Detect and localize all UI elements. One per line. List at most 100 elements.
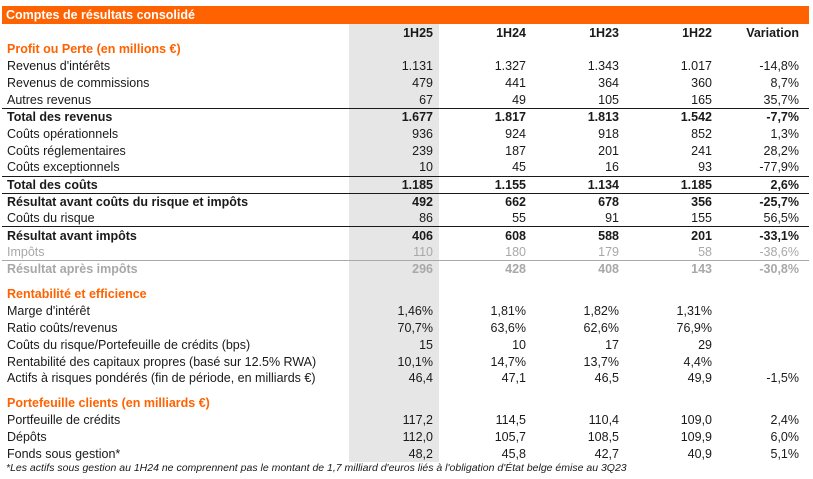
footnote: *Les actifs sous gestion au 1H24 ne comp…	[6, 462, 627, 474]
spacer-cell	[718, 278, 809, 286]
value-1h22: 93	[698, 160, 712, 175]
table-row: Résultat après impôts 296 428 408 143 -30,8%	[2, 260, 809, 278]
value-1h23: 408	[532, 260, 625, 278]
empty-cell	[625, 286, 718, 303]
empty-cell	[349, 41, 439, 58]
column-header-row: 1H25 1H24 1H23 1H22 Variation	[2, 24, 809, 41]
value-1h25: 46,4	[349, 370, 439, 387]
value-1h22: 58	[698, 244, 712, 259]
value-1h22: 49,9	[687, 371, 712, 386]
column-header-variation: Variation	[746, 25, 799, 40]
row-label: Résultat avant coûts du risque et impôts	[2, 192, 349, 211]
value-variation	[718, 302, 809, 319]
value-1h25: 936	[349, 125, 439, 143]
value-1h22: 1.017	[680, 59, 712, 74]
table-row: Coûts exceptionnels 10 45 16 93 -77,9%	[2, 159, 809, 177]
value-1h23: 678	[532, 192, 625, 211]
table-body: Profit ou Perte (en millions €) Revenus d…	[2, 41, 809, 463]
value-variation: -77,9%	[759, 160, 799, 175]
value-1h22: 241	[691, 143, 712, 158]
value-variation: 1,3%	[770, 126, 800, 141]
value-variation: -33,1%	[718, 226, 809, 244]
table-row: Total des revenus 1.677 1.817 1.813 1.542 -7,…	[2, 108, 809, 126]
value-1h22: 1.185	[625, 175, 718, 194]
value-1h25: 239	[349, 142, 439, 160]
value-1h25: 1.677	[349, 108, 439, 126]
value-1h23: 201	[598, 143, 619, 158]
value-1h22: 165	[691, 92, 712, 107]
spacer-cell	[2, 387, 349, 395]
row-label: Coûts du risque/Portefeuille de crédits …	[7, 337, 251, 352]
value-variation	[718, 353, 809, 370]
value-1h23: 91	[605, 211, 619, 226]
empty-cell	[439, 395, 532, 412]
value-1h24: 1,81%	[490, 303, 526, 318]
empty-cell	[718, 41, 809, 58]
empty-cell	[532, 41, 625, 58]
spacer-cell	[439, 278, 532, 286]
value-variation: -7,7%	[718, 108, 809, 126]
table-row: Portfeuille de crédits 117,2 114,5 110,4 109…	[2, 411, 809, 429]
value-variation: 2,6%	[718, 175, 809, 194]
empty-cell	[349, 394, 439, 412]
value-1h24: 63,6%	[490, 320, 526, 335]
value-variation: 35,7%	[763, 92, 799, 107]
value-1h24: 114,5	[495, 413, 526, 428]
row-label: Revenus d'intérêts	[7, 59, 111, 74]
value-1h22: 201	[625, 226, 718, 244]
value-1h25: 492	[349, 192, 439, 211]
spacer-cell	[532, 387, 625, 395]
value-1h24: 45	[512, 160, 526, 175]
value-1h24: 45,8	[501, 447, 526, 462]
row-label: Ratio coûts/revenus	[7, 320, 118, 335]
label-header	[2, 24, 349, 41]
spacer-cell	[625, 387, 718, 395]
table-row: Résultat avant coûts du risque et impôts…	[2, 192, 809, 211]
value-1h22: 852	[691, 126, 712, 141]
value-1h22: 109,9	[680, 430, 712, 445]
value-1h23: 588	[532, 226, 625, 244]
spacer-cell	[625, 278, 718, 286]
value-1h22: 360	[691, 76, 712, 91]
value-1h25: 70,7%	[349, 319, 439, 337]
value-1h25: 67	[349, 91, 439, 109]
row-label: Coûts exceptionnels	[7, 160, 120, 175]
value-1h24: 1.155	[439, 175, 532, 194]
value-1h24: 180	[505, 244, 526, 259]
row-label: Résultat avant impôts	[2, 226, 349, 244]
table-row: Impôts 110 180 179 58 -38,6%	[2, 243, 809, 261]
value-1h24: 428	[439, 260, 532, 278]
value-1h24: 49	[512, 92, 526, 107]
value-variation: -25,7%	[718, 192, 809, 211]
value-1h25: 86	[349, 210, 439, 227]
value-1h23: 42,7	[594, 447, 619, 462]
spacer-cell	[349, 277, 439, 286]
value-1h25: 48,2	[349, 445, 439, 463]
value-variation: -14,8%	[759, 59, 799, 74]
table-row: Rentabilité des capitaux propres (basé s…	[2, 353, 809, 371]
table-row: Revenus d'intérêts 1.131 1.327 1.343 1.017 -1…	[2, 57, 809, 75]
value-variation: 56,5%	[763, 211, 799, 226]
value-1h22: 356	[625, 192, 718, 211]
column-header-1h24: 1H24	[496, 25, 526, 40]
column-header-1h22: 1H22	[682, 25, 712, 40]
value-1h25: 296	[349, 260, 439, 278]
value-1h24: 55	[512, 211, 526, 226]
value-variation	[718, 319, 809, 336]
table-title: Comptes de résultats consolidé	[2, 6, 809, 24]
row-label: Fonds sous gestion*	[7, 447, 121, 462]
empty-cell	[439, 286, 532, 303]
section-spacer	[2, 386, 809, 395]
row-label: Rentabilité des capitaux propres (basé s…	[7, 354, 317, 369]
row-label: Total des revenus	[2, 108, 349, 126]
value-1h24: 47,1	[501, 371, 526, 386]
value-1h23: 179	[598, 244, 619, 259]
value-variation	[718, 336, 809, 353]
row-label: Résultat après impôts	[2, 260, 349, 278]
column-header-1h23: 1H23	[589, 25, 619, 40]
table-row: Revenus de commissions 479 441 364 360 8,7%	[2, 74, 809, 92]
section-spacer	[2, 277, 809, 286]
section-heading: Portefeuille clients (en milliards €)	[7, 396, 210, 411]
empty-cell	[625, 41, 718, 58]
